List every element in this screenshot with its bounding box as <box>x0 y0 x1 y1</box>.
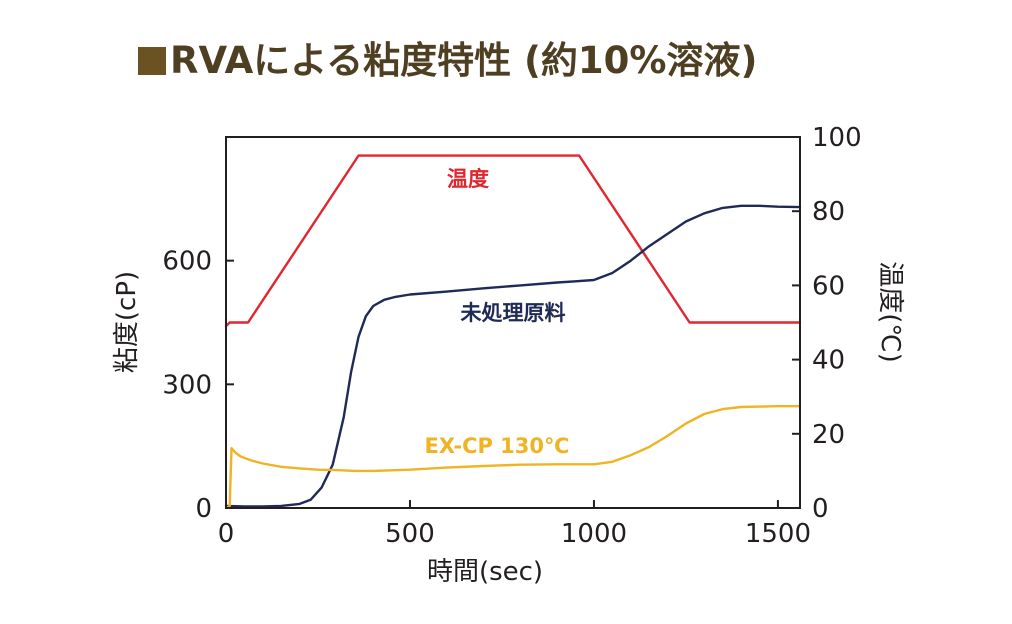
y2-tick-label: 60 <box>812 271 845 301</box>
x-tick-label: 1500 <box>745 519 811 549</box>
x-tick-label: 0 <box>218 519 235 549</box>
labels-layer: 温度 未処理原料 EX-CP 130℃ <box>425 167 570 458</box>
series-label-excp: EX-CP 130℃ <box>425 434 570 458</box>
x-axis-label: 時間(sec) <box>427 557 543 587</box>
x-tick-label: 500 <box>385 519 435 549</box>
plot-frame <box>225 136 801 509</box>
chart-title-text: RVAによる粘度特性 (約10%溶液) <box>170 39 758 82</box>
y2-tick-label: 100 <box>812 123 862 153</box>
y2-tick-label: 80 <box>812 197 845 227</box>
y2-tick-label: 20 <box>812 420 845 450</box>
y-axis-label: 粘度(cP) <box>112 271 142 373</box>
chart-title: RVAによる粘度特性 (約10%溶液) <box>138 30 757 84</box>
series-label-temperature: 温度 <box>447 167 489 191</box>
series-line-temperature <box>224 154 802 328</box>
frame-layer <box>225 136 801 509</box>
y2-tick-label: 0 <box>812 494 829 524</box>
series-layer <box>224 154 802 510</box>
y2-axis-label: 温度(℃) <box>875 261 905 363</box>
y2-tick-label: 40 <box>812 346 845 376</box>
title-square-icon <box>138 47 166 75</box>
y-tick-label: 600 <box>162 247 212 277</box>
y-tick-label: 300 <box>162 370 212 400</box>
y-tick-label: 0 <box>195 494 212 524</box>
x-tick-label: 1000 <box>561 519 627 549</box>
series-line-untreated <box>224 204 802 508</box>
series-label-untreated: 未処理原料 <box>461 301 566 325</box>
series-line-excp <box>224 405 802 510</box>
